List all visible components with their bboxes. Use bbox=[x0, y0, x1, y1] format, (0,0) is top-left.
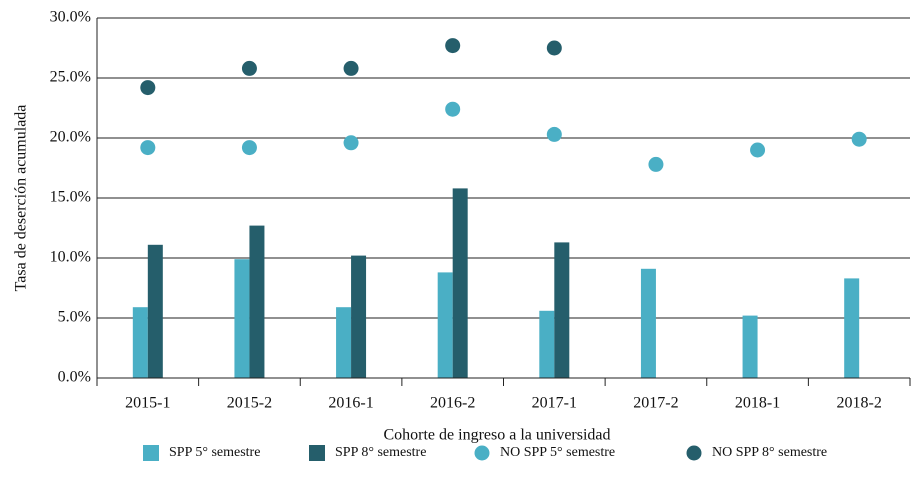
legend-label: SPP 8° semestre bbox=[335, 445, 426, 460]
legend-swatch bbox=[686, 445, 702, 461]
dot bbox=[546, 40, 562, 56]
y-tick-label: 15.0% bbox=[50, 189, 91, 206]
legend-label: NO SPP 8° semestre bbox=[712, 445, 827, 460]
x-axis-label: Cohorte de ingreso a la universidad bbox=[383, 427, 610, 444]
x-tick-label: 2018-2 bbox=[837, 395, 882, 412]
dot bbox=[648, 156, 664, 172]
dot bbox=[241, 140, 257, 156]
bar bbox=[640, 268, 656, 378]
dot bbox=[343, 135, 359, 151]
x-tick-label: 2018-1 bbox=[735, 395, 780, 412]
y-tick-label: 30.0% bbox=[50, 9, 91, 26]
y-tick-label: 25.0% bbox=[50, 69, 91, 86]
legend: SPP 5° semestre SPP 8° semestre NO SPP 5° … bbox=[143, 445, 827, 461]
dot bbox=[140, 80, 156, 96]
dot bbox=[851, 131, 867, 147]
legend-swatch bbox=[309, 445, 325, 461]
bar bbox=[147, 244, 163, 378]
bar bbox=[554, 242, 570, 378]
x-tick-label: 2017-2 bbox=[633, 395, 678, 412]
x-tick-label: 2017-1 bbox=[532, 395, 577, 412]
dot bbox=[750, 142, 766, 158]
bar bbox=[351, 255, 367, 378]
bar bbox=[336, 307, 352, 378]
bar bbox=[844, 278, 860, 378]
bar bbox=[132, 307, 148, 378]
legend-swatch bbox=[143, 445, 159, 461]
bar bbox=[437, 272, 453, 378]
x-tick-label: 2016-1 bbox=[328, 395, 373, 412]
y-tick-label: 0.0% bbox=[58, 369, 91, 386]
dot bbox=[445, 38, 461, 54]
x-tick-label: 2015-2 bbox=[227, 395, 272, 412]
bar bbox=[452, 188, 468, 378]
y-tick-label: 20.0% bbox=[50, 129, 91, 146]
legend-label: SPP 5° semestre bbox=[169, 445, 260, 460]
x-tick-label: 2015-1 bbox=[125, 395, 170, 412]
bar bbox=[742, 315, 758, 378]
y-axis-label: Tasa de deserción acumulada bbox=[13, 105, 30, 292]
x-tick-label: 2016-2 bbox=[430, 395, 475, 412]
legend-label: NO SPP 5° semestre bbox=[500, 445, 615, 460]
dot bbox=[445, 101, 461, 117]
bar bbox=[249, 225, 265, 378]
dot bbox=[241, 60, 257, 76]
bar bbox=[539, 310, 555, 378]
dot bbox=[343, 60, 359, 76]
dot bbox=[546, 126, 562, 142]
legend-swatch bbox=[474, 445, 490, 461]
y-tick-label: 10.0% bbox=[50, 249, 91, 266]
dot bbox=[140, 140, 156, 156]
bar bbox=[234, 259, 250, 378]
y-tick-label: 5.0% bbox=[58, 309, 91, 326]
